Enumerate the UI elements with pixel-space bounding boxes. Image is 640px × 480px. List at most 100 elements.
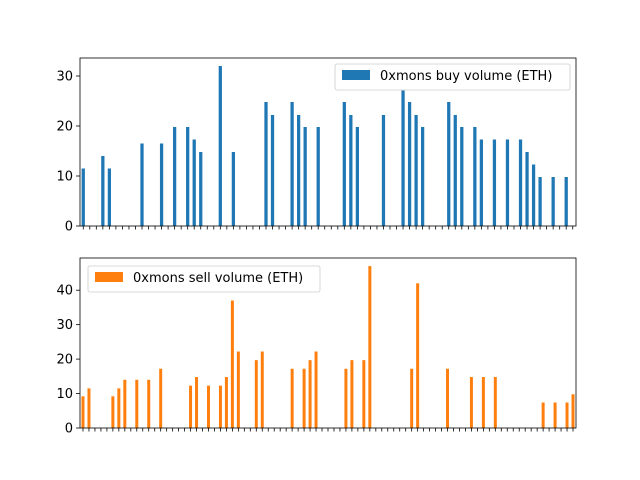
legend-swatch-buy: [342, 70, 370, 80]
bar: [531, 164, 536, 226]
bar: [355, 127, 359, 226]
y-tick-label: 10: [56, 170, 73, 185]
bar: [381, 115, 386, 226]
bar: [199, 152, 203, 226]
bar: [231, 152, 235, 226]
y-tick-label: 0: [65, 422, 73, 437]
bar: [421, 127, 425, 226]
legend-label-buy: 0xmons buy volume (ETH): [380, 69, 552, 84]
bar: [308, 360, 312, 428]
bar: [264, 102, 268, 226]
bar: [314, 351, 318, 428]
legend-label-sell: 0xmons sell volume (ETH): [133, 271, 303, 286]
bar: [81, 396, 85, 428]
bar: [469, 377, 473, 428]
bar: [553, 402, 557, 428]
bar: [565, 402, 569, 428]
bar: [230, 300, 234, 428]
bar: [571, 394, 575, 428]
bar: [101, 156, 105, 226]
bar: [342, 102, 346, 226]
bar: [564, 177, 568, 226]
bar: [290, 368, 294, 428]
bar: [538, 177, 542, 226]
bar: [206, 385, 210, 428]
bar: [135, 379, 139, 428]
bar: [460, 127, 464, 226]
y-tick-label: 10: [56, 387, 73, 402]
bar: [140, 143, 144, 226]
legend-frame: [87, 265, 321, 293]
bar: [481, 377, 485, 428]
sell-volume-plot-frame: [79, 257, 577, 429]
sell-volume-chart: 0 10 20 30 40 0xmons sell volume (ETH): [56, 257, 577, 437]
bar: [107, 168, 111, 226]
bar: [525, 152, 529, 226]
bar: [416, 283, 420, 428]
bar: [236, 351, 240, 428]
bar: [316, 127, 320, 226]
bar: [290, 102, 294, 226]
buy-volume-plot-frame: [79, 57, 577, 227]
bar: [362, 360, 366, 428]
bar: [270, 115, 275, 226]
bar: [81, 168, 85, 226]
bar: [350, 360, 354, 428]
bar: [414, 115, 418, 226]
bar: [410, 368, 414, 428]
bar: [123, 379, 127, 428]
bar: [505, 139, 510, 226]
legend-swatch-sell: [95, 272, 123, 282]
bar: [186, 127, 190, 226]
bar: [401, 90, 405, 226]
bar: [446, 368, 450, 428]
sell-volume-legend: 0xmons sell volume (ETH): [87, 265, 321, 293]
bar: [147, 379, 151, 428]
buy-volume-legend: 0xmons buy volume (ETH): [334, 63, 571, 91]
bar: [218, 66, 222, 226]
bar: [493, 377, 497, 428]
y-tick-label: 0: [65, 220, 73, 235]
bar: [159, 143, 164, 226]
buy-volume-bars: [81, 66, 568, 226]
bar: [159, 368, 163, 428]
bar: [117, 388, 121, 428]
sell-volume-bars: [81, 266, 575, 428]
bar: [302, 368, 306, 428]
sell-volume-y-axis: 0 10 20 30 40: [56, 284, 80, 437]
bar: [344, 368, 348, 428]
bar: [349, 115, 353, 226]
bar: [447, 102, 451, 226]
bar: [453, 115, 457, 226]
y-tick-label: 30: [56, 70, 73, 85]
bar: [492, 139, 497, 226]
bar: [407, 102, 412, 226]
bar: [260, 351, 264, 428]
bar: [111, 396, 115, 428]
bar: [173, 127, 177, 226]
bar: [189, 385, 193, 428]
bar: [541, 402, 545, 428]
buy-volume-chart: 0 10 20 30 0xmons buy volume (ETH): [56, 57, 577, 235]
legend-frame: [334, 63, 571, 91]
bar: [254, 360, 258, 428]
buy-volume-x-axis: [82, 226, 574, 230]
bar: [224, 377, 228, 428]
buy-volume-y-axis: 0 10 20 30: [56, 70, 80, 235]
bar: [192, 139, 196, 226]
bar: [518, 139, 523, 226]
bar: [297, 115, 301, 226]
y-tick-label: 20: [56, 353, 73, 368]
bar: [551, 177, 555, 226]
bar: [303, 127, 307, 226]
sell-volume-x-axis: [82, 428, 574, 432]
bar: [473, 127, 477, 226]
y-tick-label: 30: [56, 318, 73, 333]
bar: [218, 385, 222, 428]
bar: [479, 139, 483, 226]
y-tick-label: 20: [56, 120, 73, 135]
bar: [195, 377, 199, 428]
bar: [368, 266, 372, 428]
y-tick-label: 40: [56, 284, 73, 299]
